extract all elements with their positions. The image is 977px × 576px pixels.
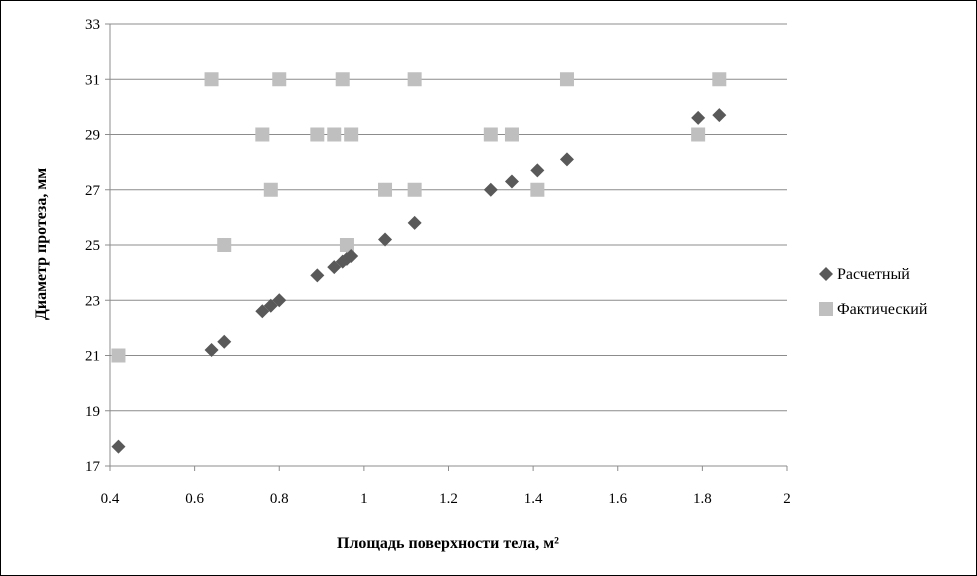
data-point-actual: [344, 127, 359, 142]
x-tick-label: 0.8: [270, 491, 289, 507]
legend-label-calculated: Расчетный: [837, 266, 910, 283]
y-tick-label: 25: [85, 238, 100, 254]
y-tick-label: 21: [85, 349, 100, 365]
data-point-actual: [327, 127, 342, 142]
data-point-actual: [712, 72, 727, 87]
data-point-actual: [217, 238, 232, 252]
data-point-actual: [255, 127, 270, 142]
data-point-actual: [339, 238, 354, 252]
data-point-actual: [204, 72, 219, 87]
data-point-calculated: [691, 110, 706, 125]
data-point-actual: [378, 182, 393, 197]
y-tick-label: 27: [85, 183, 101, 199]
data-point-calculated: [378, 232, 393, 247]
y-tick-label: 17: [85, 459, 101, 475]
x-tick-label: 2: [783, 491, 791, 507]
x-tick-label: 0.4: [101, 491, 120, 507]
axes-layer: [105, 23, 788, 471]
x-tick-label: 1.2: [439, 491, 458, 507]
data-point-actual: [483, 127, 498, 142]
data-point-calculated: [204, 342, 219, 357]
data-point-actual: [691, 127, 706, 142]
data-point-calculated: [559, 152, 574, 167]
data-point-calculated: [310, 268, 325, 283]
data-point-actual: [272, 72, 287, 87]
x-axis-title: Площадь поверхности тела, м²: [337, 535, 559, 552]
data-point-calculated: [483, 182, 498, 197]
x-tick-label: 1.6: [608, 491, 627, 507]
data-point-actual: [559, 72, 574, 87]
y-tick-label: 31: [85, 72, 100, 88]
legend-marker-diamond: [819, 267, 833, 281]
legend-item-calculated: Расчетный: [819, 266, 910, 283]
legend-marker-square: [819, 302, 833, 316]
data-point-actual: [407, 182, 422, 197]
y-tick-labels: 17 19 21 23 25 27 29 31 33: [85, 17, 101, 475]
y-tick-label: 23: [85, 293, 100, 309]
x-tick-label: 0.6: [185, 491, 204, 507]
data-point-calculated: [272, 293, 287, 308]
points-layer: [111, 72, 727, 454]
y-tick-label: 19: [85, 404, 100, 420]
data-point-calculated: [530, 163, 545, 178]
data-point-actual: [310, 127, 325, 142]
y-axis-title: Диаметр протеза, мм: [33, 168, 50, 320]
data-point-actual: [407, 72, 422, 87]
data-point-calculated: [504, 174, 519, 189]
data-point-actual: [335, 72, 350, 87]
x-tick-label: 1.4: [524, 491, 543, 507]
data-point-calculated: [344, 249, 359, 264]
x-tick-labels: 0.4 0.6 0.8 1 1.2 1.4 1.6 1.8 2: [101, 491, 791, 507]
data-point-calculated: [712, 108, 727, 123]
data-point-actual: [111, 348, 126, 363]
grid-layer: [110, 23, 787, 412]
data-point-actual: [504, 127, 519, 142]
data-point-calculated: [217, 334, 232, 349]
data-point-calculated: [111, 439, 126, 454]
y-tick-label: 29: [85, 128, 100, 144]
data-point-actual: [263, 182, 278, 197]
data-point-calculated: [407, 215, 422, 230]
x-tick-label: 1: [360, 491, 368, 507]
legend: Расчетный Фактический: [819, 266, 928, 318]
y-tick-label: 33: [85, 17, 100, 33]
x-tick-label: 1.8: [693, 491, 712, 507]
data-point-actual: [530, 182, 545, 197]
legend-item-actual: Фактический: [819, 301, 928, 318]
legend-label-actual: Фактический: [837, 301, 928, 318]
